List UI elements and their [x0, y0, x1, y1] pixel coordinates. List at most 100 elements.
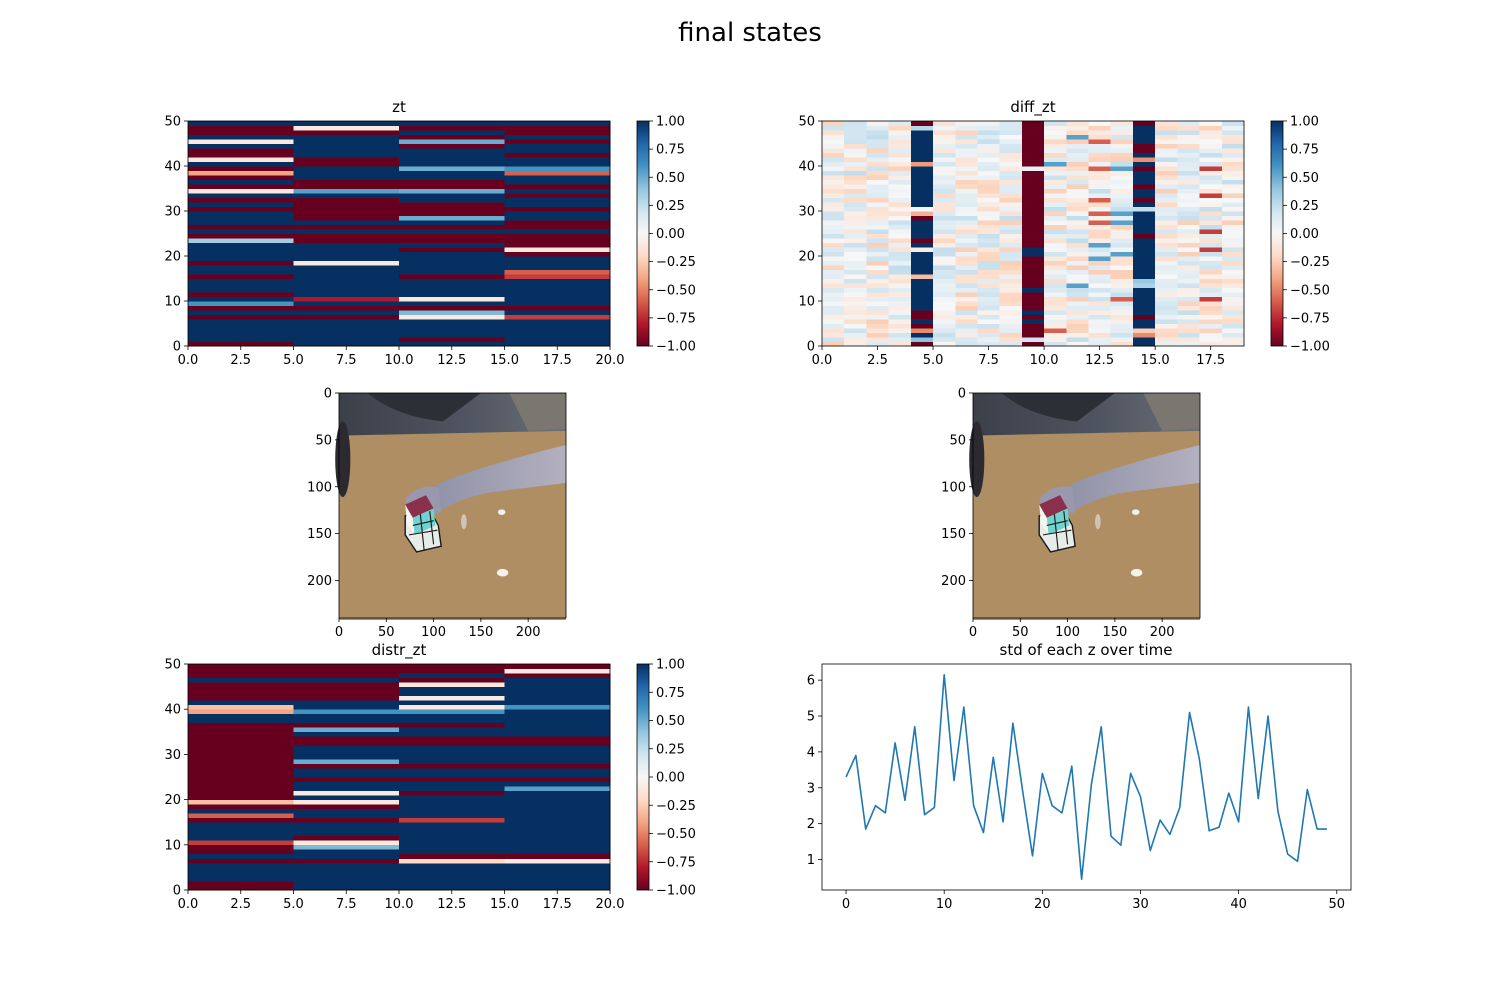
- diff-zt-cell: [866, 130, 890, 135]
- diff-zt-cell: [866, 337, 890, 342]
- diff-zt-cell: [866, 328, 890, 333]
- diff-zt-cell: [866, 301, 890, 306]
- diff-zt-cell: [844, 247, 867, 252]
- diff-zt-cell: [888, 170, 912, 176]
- diff-zt-cell: [888, 139, 912, 144]
- diff-zt-cell: [1021, 269, 1045, 275]
- diff-zt-cell: [955, 328, 978, 333]
- diff-zt-cell: [844, 314, 867, 320]
- diff-zt-cell: [1021, 130, 1045, 135]
- diff-zt-cell: [1132, 283, 1156, 288]
- diff-zt-cell: [1110, 202, 1134, 207]
- diff-zt-cell: [1177, 256, 1200, 261]
- zt-cell: [504, 242, 611, 248]
- diff-zt-cell: [1132, 256, 1156, 261]
- std-y-tick-label: 1: [807, 853, 815, 868]
- diff-zt-cell: [1155, 283, 1178, 288]
- diff-zt-cell: [1221, 229, 1245, 234]
- diff-zt-cell: [1155, 188, 1178, 194]
- diff-zt-cell: [1066, 256, 1089, 261]
- distr-zt-cell: [188, 853, 294, 859]
- diff-zt-cell: [822, 121, 845, 126]
- diff-zt-cell: [933, 193, 956, 198]
- diff-zt-cell: [1110, 310, 1134, 315]
- diff-zt-cell: [1199, 134, 1223, 140]
- diff-zt-cell: [844, 265, 867, 270]
- diff-zt-cell: [1132, 184, 1156, 189]
- diff-zt-cell: [1110, 341, 1134, 347]
- diff-zt-cell: [910, 292, 934, 297]
- distr-zt-cell: [188, 664, 294, 669]
- diff-zt-cell: [977, 323, 1001, 329]
- diff-zt-cell: [888, 256, 912, 261]
- diff-zt-cell: [1199, 206, 1223, 212]
- diff-zt-cell: [977, 224, 1001, 230]
- zt-cell: [293, 337, 400, 342]
- diff-zt-cell: [888, 305, 912, 311]
- diff-zt-cell: [866, 296, 890, 302]
- diff-zt-cell: [1155, 332, 1178, 338]
- diff-zt-cell: [844, 269, 867, 275]
- distr-zt-cell: [399, 858, 505, 864]
- zt-cell: [399, 179, 505, 185]
- zt-cell: [293, 314, 400, 320]
- zt-cell: [504, 157, 611, 162]
- distr-zt-colorbar-tick-label: −0.25: [656, 799, 696, 814]
- diff-zt-cell: [1221, 130, 1245, 135]
- diff-zt-cell: [822, 197, 845, 203]
- diff-zt-cell: [1044, 170, 1067, 176]
- diff-zt-cell: [888, 206, 912, 212]
- diff-zt-cell: [1021, 193, 1045, 198]
- distr-zt-cell: [188, 835, 294, 841]
- distr-zt-y-tick-label: 50: [164, 658, 181, 673]
- diff-zt-cell: [1066, 274, 1089, 279]
- distr-zt-cell: [293, 727, 400, 733]
- zt-cell: [399, 296, 505, 302]
- diff-zt-cell: [844, 287, 867, 293]
- diff-zt-cell: [888, 233, 912, 239]
- diff-zt-cell: [933, 161, 956, 167]
- diff-zt-cell: [933, 332, 956, 338]
- distr-zt-x-tick-label: 0.0: [178, 897, 199, 912]
- diff-zt-cell: [1110, 238, 1134, 243]
- diff-zt-cell: [1066, 323, 1089, 329]
- diff-zt-cell: [1110, 121, 1134, 126]
- diff-zt-cell: [1044, 125, 1067, 131]
- diff-zt-cell: [844, 283, 867, 288]
- diff-zt-cell: [1021, 238, 1045, 243]
- diff-zt-cell: [822, 157, 845, 162]
- diff-zt-cell: [1044, 278, 1067, 284]
- distr-zt-cell: [399, 822, 505, 828]
- diff-zt-cell: [1199, 310, 1223, 315]
- diff-zt-colorbar-tick-label: 1.00: [1290, 115, 1319, 130]
- diff-zt-cell: [1199, 337, 1223, 342]
- distr-zt-cell: [504, 822, 611, 828]
- diff-zt-cell: [1155, 143, 1178, 149]
- distr-zt-cell: [399, 849, 505, 855]
- diff-zt-cell: [999, 224, 1023, 230]
- zt-cell: [399, 211, 505, 216]
- diff-zt-cell: [1044, 166, 1067, 171]
- diff-zt-cell: [1199, 170, 1223, 176]
- zt-colorbar-tick-label: −0.75: [656, 311, 696, 326]
- diff-zt-cell: [888, 332, 912, 338]
- diff-zt-cell: [999, 287, 1023, 293]
- zt-cell: [504, 130, 611, 135]
- distr-zt-cell: [399, 795, 505, 800]
- zt-cell: [188, 148, 294, 153]
- zt-cell: [188, 179, 294, 185]
- diff-zt-cell: [1088, 229, 1112, 234]
- diff-zt-cell: [910, 184, 934, 189]
- diff-zt-cell: [1221, 121, 1245, 126]
- diff-zt-cell: [910, 211, 934, 216]
- diff-zt-cell: [1199, 157, 1223, 162]
- diff-zt-cell: [977, 206, 1001, 212]
- diff-zt-cell: [1177, 143, 1200, 149]
- diff-zt-cell: [866, 166, 890, 171]
- distr-zt-cell: [399, 763, 505, 769]
- diff-zt-cell: [1221, 170, 1245, 176]
- diff-zt-cell: [910, 224, 934, 230]
- diff-zt-cell: [1021, 121, 1045, 126]
- zt-cell: [188, 215, 294, 221]
- diff-zt-cell: [1177, 220, 1200, 225]
